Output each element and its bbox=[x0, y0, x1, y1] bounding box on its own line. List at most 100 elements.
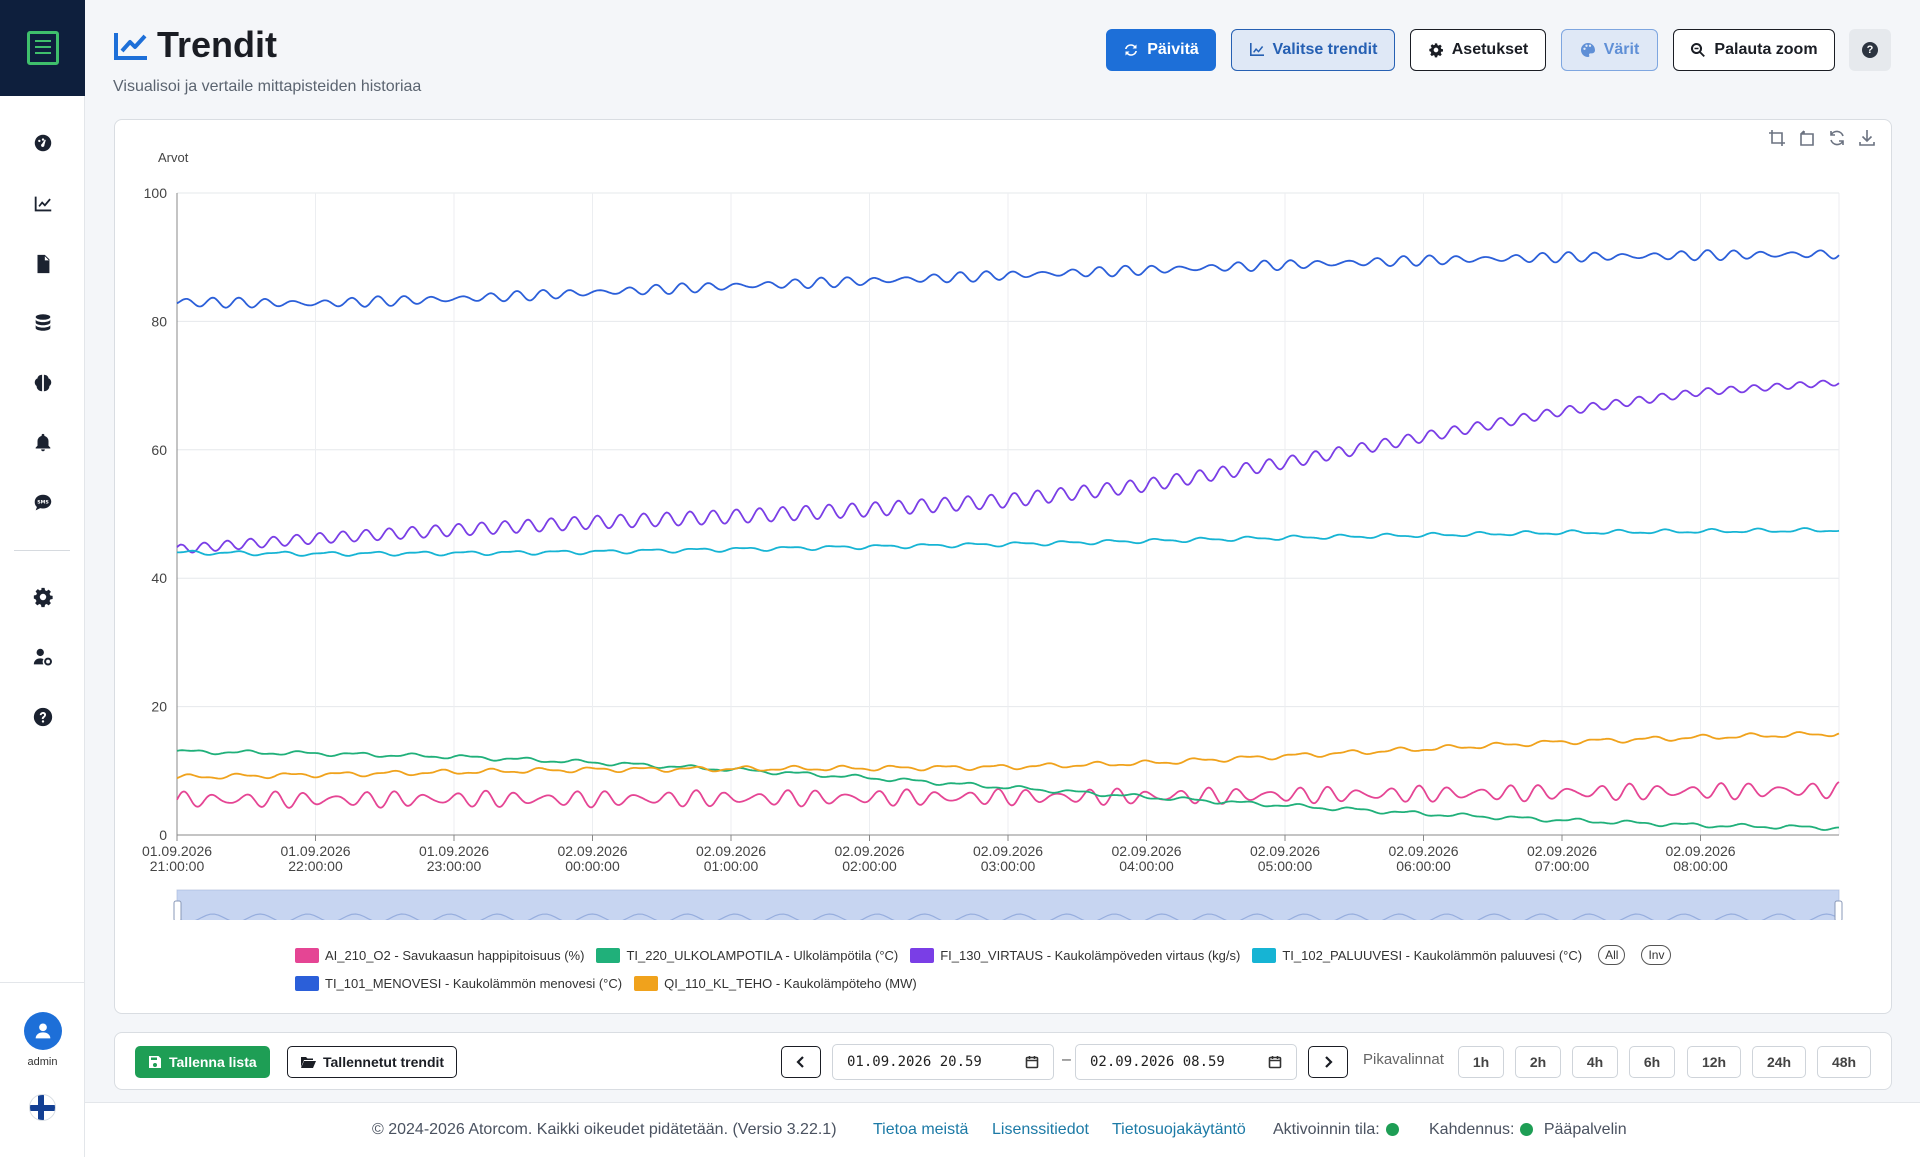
legend-label: FI_130_VIRTAUS - Kaukolämpöveden virtaus… bbox=[940, 947, 1241, 963]
chart-line-icon bbox=[34, 196, 51, 212]
saved-trends-button[interactable]: Tallennetut trendit bbox=[287, 1046, 458, 1078]
x-tick-label: 03:00:00 bbox=[981, 858, 1036, 874]
legend-item-ti-101[interactable]: TI_101_MENOVESI - Kaukolämmön menovesi (… bbox=[295, 975, 623, 991]
y-axis-ticks: 0 20 40 60 80 100 bbox=[144, 185, 168, 843]
legend-item-fi-130[interactable]: FI_130_VIRTAUS - Kaukolämpöveden virtaus… bbox=[910, 947, 1241, 963]
legend-swatch bbox=[596, 947, 621, 963]
x-tick-label: 00:00:00 bbox=[565, 858, 620, 874]
finland-flag-icon[interactable] bbox=[29, 1094, 56, 1121]
date-range-separator: – bbox=[1062, 1051, 1071, 1068]
app-logo[interactable] bbox=[0, 0, 85, 96]
data-zoom-handle-left[interactable] bbox=[173, 900, 182, 920]
x-tick-label: 06:00:00 bbox=[1396, 858, 1451, 874]
x-tick-label: 08:00:00 bbox=[1673, 858, 1728, 874]
y-tick-label: 40 bbox=[151, 570, 167, 586]
sidebar-item-ai[interactable] bbox=[0, 359, 85, 407]
x-tick-label: 02.09.2026 bbox=[1388, 843, 1458, 859]
legend-swatch bbox=[910, 947, 935, 963]
y-tick-label: 80 bbox=[151, 313, 167, 329]
settings-button[interactable]: Asetukset bbox=[1410, 29, 1546, 71]
avatar[interactable] bbox=[24, 1012, 62, 1050]
data-zoom-handle-right[interactable] bbox=[1834, 900, 1843, 920]
quick-12h-button[interactable]: 12h bbox=[1687, 1046, 1741, 1078]
sidebar-item-settings[interactable] bbox=[0, 573, 85, 621]
licenses-link[interactable]: Lisenssitiedot bbox=[992, 1121, 1089, 1138]
document-icon bbox=[37, 254, 49, 274]
sidebar-item-sms[interactable]: SMS bbox=[0, 479, 85, 527]
y-tick-label: 20 bbox=[151, 699, 167, 715]
zoom-back-icon[interactable] bbox=[1797, 128, 1817, 148]
calendar-icon[interactable] bbox=[1268, 1055, 1282, 1069]
sidebar-item-trends[interactable] bbox=[0, 180, 85, 228]
zoom-select-icon[interactable] bbox=[1767, 128, 1787, 148]
end-date-input[interactable]: 02.09.2026 08.59 bbox=[1075, 1044, 1297, 1080]
series-line-2 bbox=[176, 749, 1839, 831]
restore-icon[interactable] bbox=[1827, 128, 1847, 148]
refresh-icon bbox=[1125, 44, 1138, 56]
sidebar-item-alarms[interactable] bbox=[0, 419, 85, 467]
quick-1h-button[interactable]: 1h bbox=[1458, 1046, 1504, 1078]
sidebar-item-dashboard[interactable] bbox=[0, 119, 85, 167]
quick-48h-button[interactable]: 48h bbox=[1817, 1046, 1871, 1078]
legend-swatch bbox=[634, 975, 659, 991]
sidebar-item-database[interactable] bbox=[0, 299, 85, 347]
legend-item-ti-220[interactable]: TI_220_ULKOLAMPOTILA - Ulkolämpötila (°C… bbox=[596, 947, 898, 963]
legend-row-1: AI_210_O2 - Savukaasun happipitoisuus (%… bbox=[295, 941, 1775, 969]
legend-item-ti-102[interactable]: TI_102_PALUUVESI - Kaukolämmön paluuvesi… bbox=[1252, 947, 1583, 963]
page-footer: © 2024-2026 Atorcom. Kaikki oikeudet pid… bbox=[85, 1102, 1920, 1157]
reset-zoom-label: Palauta zoom bbox=[1714, 41, 1818, 58]
legend-item-qi-110[interactable]: QI_110_KL_TEHO - Kaukolämpöteho (MW) bbox=[634, 975, 917, 991]
legend-label: QI_110_KL_TEHO - Kaukolämpöteho (MW) bbox=[664, 975, 917, 991]
server-name: Pääpalvelin bbox=[1543, 1121, 1627, 1138]
y-axis-label: Arvot bbox=[158, 150, 189, 165]
reset-zoom-button[interactable]: Palauta zoom bbox=[1673, 29, 1835, 71]
user-icon bbox=[35, 1023, 51, 1039]
data-zoom-selection[interactable] bbox=[177, 890, 1839, 920]
logo-icon bbox=[26, 31, 59, 65]
quick-6h-button[interactable]: 6h bbox=[1629, 1046, 1675, 1078]
start-date-input[interactable]: 01.09.2026 20.59 bbox=[832, 1044, 1054, 1080]
sidebar-item-users[interactable] bbox=[0, 633, 85, 681]
save-icon bbox=[149, 1056, 161, 1068]
quick-2h-button[interactable]: 2h bbox=[1515, 1046, 1561, 1078]
x-tick-label: 23:00:00 bbox=[427, 858, 482, 874]
folder-open-icon bbox=[301, 1057, 316, 1068]
select-trends-button[interactable]: Valitse trendit bbox=[1231, 29, 1395, 71]
quick-24h-button[interactable]: 24h bbox=[1752, 1046, 1806, 1078]
legend-select-all[interactable]: All bbox=[1598, 945, 1626, 965]
previous-period-button[interactable] bbox=[781, 1046, 821, 1078]
help-button[interactable]: ? bbox=[1849, 29, 1891, 71]
next-period-button[interactable] bbox=[1308, 1046, 1348, 1078]
about-link[interactable]: Tietoa meistä bbox=[873, 1121, 969, 1138]
legend-label: TI_101_MENOVESI - Kaukolämmön menovesi (… bbox=[325, 975, 623, 991]
legend-label: TI_102_PALUUVESI - Kaukolämmön paluuvesi… bbox=[1282, 947, 1583, 963]
refresh-button[interactable]: Päivitä bbox=[1106, 29, 1216, 71]
x-tick-label: 01:00:00 bbox=[704, 858, 759, 874]
colors-button[interactable]: Värit bbox=[1561, 29, 1658, 71]
y-tick-label: 100 bbox=[144, 185, 168, 201]
privacy-link[interactable]: Tietosuojakäytäntö bbox=[1112, 1121, 1246, 1138]
calendar-icon[interactable] bbox=[1025, 1055, 1039, 1069]
sidebar-item-reports[interactable] bbox=[0, 240, 85, 288]
legend-label: AI_210_O2 - Savukaasun happipitoisuus (%… bbox=[325, 947, 585, 963]
activation-status-dot bbox=[1385, 1123, 1399, 1137]
chevron-left-icon bbox=[796, 1056, 804, 1068]
quick-4h-button[interactable]: 4h bbox=[1572, 1046, 1618, 1078]
save-list-button[interactable]: Tallenna lista bbox=[135, 1046, 270, 1078]
x-tick-label: 02.09.2026 bbox=[557, 843, 627, 859]
x-tick-label: 05:00:00 bbox=[1258, 858, 1313, 874]
chart-grid bbox=[176, 192, 1840, 836]
chart-toolbox bbox=[1767, 128, 1877, 148]
redundancy-status: Kahdennus: Pääpalvelin bbox=[1429, 1121, 1627, 1139]
data-zoom-slider[interactable] bbox=[173, 889, 1843, 920]
dashboard-icon bbox=[34, 134, 51, 152]
legend-invert[interactable]: Inv bbox=[1641, 945, 1672, 965]
download-icon[interactable] bbox=[1857, 128, 1877, 148]
x-tick-label: 02.09.2026 bbox=[1250, 843, 1320, 859]
trend-controls-bar: Tallenna lista Tallennetut trendit 01.09… bbox=[114, 1032, 1892, 1090]
legend-item-ai-210-o2[interactable]: AI_210_O2 - Savukaasun happipitoisuus (%… bbox=[295, 947, 585, 963]
x-tick-label: 01.09.2026 bbox=[419, 843, 489, 859]
sidebar-item-help[interactable] bbox=[0, 693, 85, 741]
series-line-5 bbox=[176, 249, 1840, 309]
